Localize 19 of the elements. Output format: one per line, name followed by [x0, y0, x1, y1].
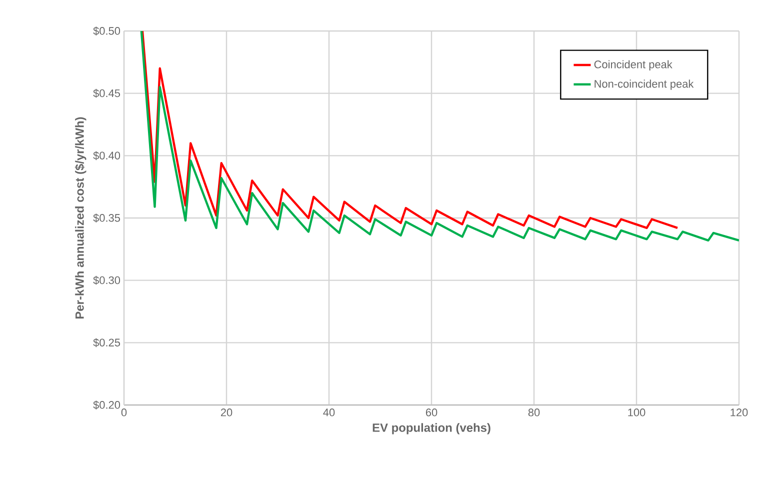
x-tick-label: 80: [528, 408, 540, 416]
x-axis-title: EV population (vehs): [372, 423, 490, 434]
y-tick-label: $0.35: [93, 214, 120, 222]
legend-label: Non-coincident peak: [594, 80, 694, 90]
y-axis-title: Per-kWh annualized cost ($/yr/kWh): [74, 117, 86, 319]
x-tick-label: 40: [323, 408, 335, 416]
y-tick-label: $0.25: [93, 338, 120, 348]
y-tick-label: $0.50: [93, 26, 120, 36]
line-series: [140, 31, 740, 242]
y-tick-label: $0.45: [93, 88, 120, 98]
x-tick-label: 20: [220, 408, 232, 416]
x-tick-label: 120: [730, 408, 748, 416]
y-tick-label: $0.40: [93, 151, 120, 160]
legend-label: Coincident peak: [594, 60, 672, 70]
y-tick-label: $0.30: [93, 276, 120, 285]
x-tick-label: 100: [628, 408, 646, 416]
y-tick-label: $0.20: [93, 400, 120, 410]
x-tick-label: 0: [121, 408, 127, 416]
x-tick-label: 60: [426, 408, 438, 416]
